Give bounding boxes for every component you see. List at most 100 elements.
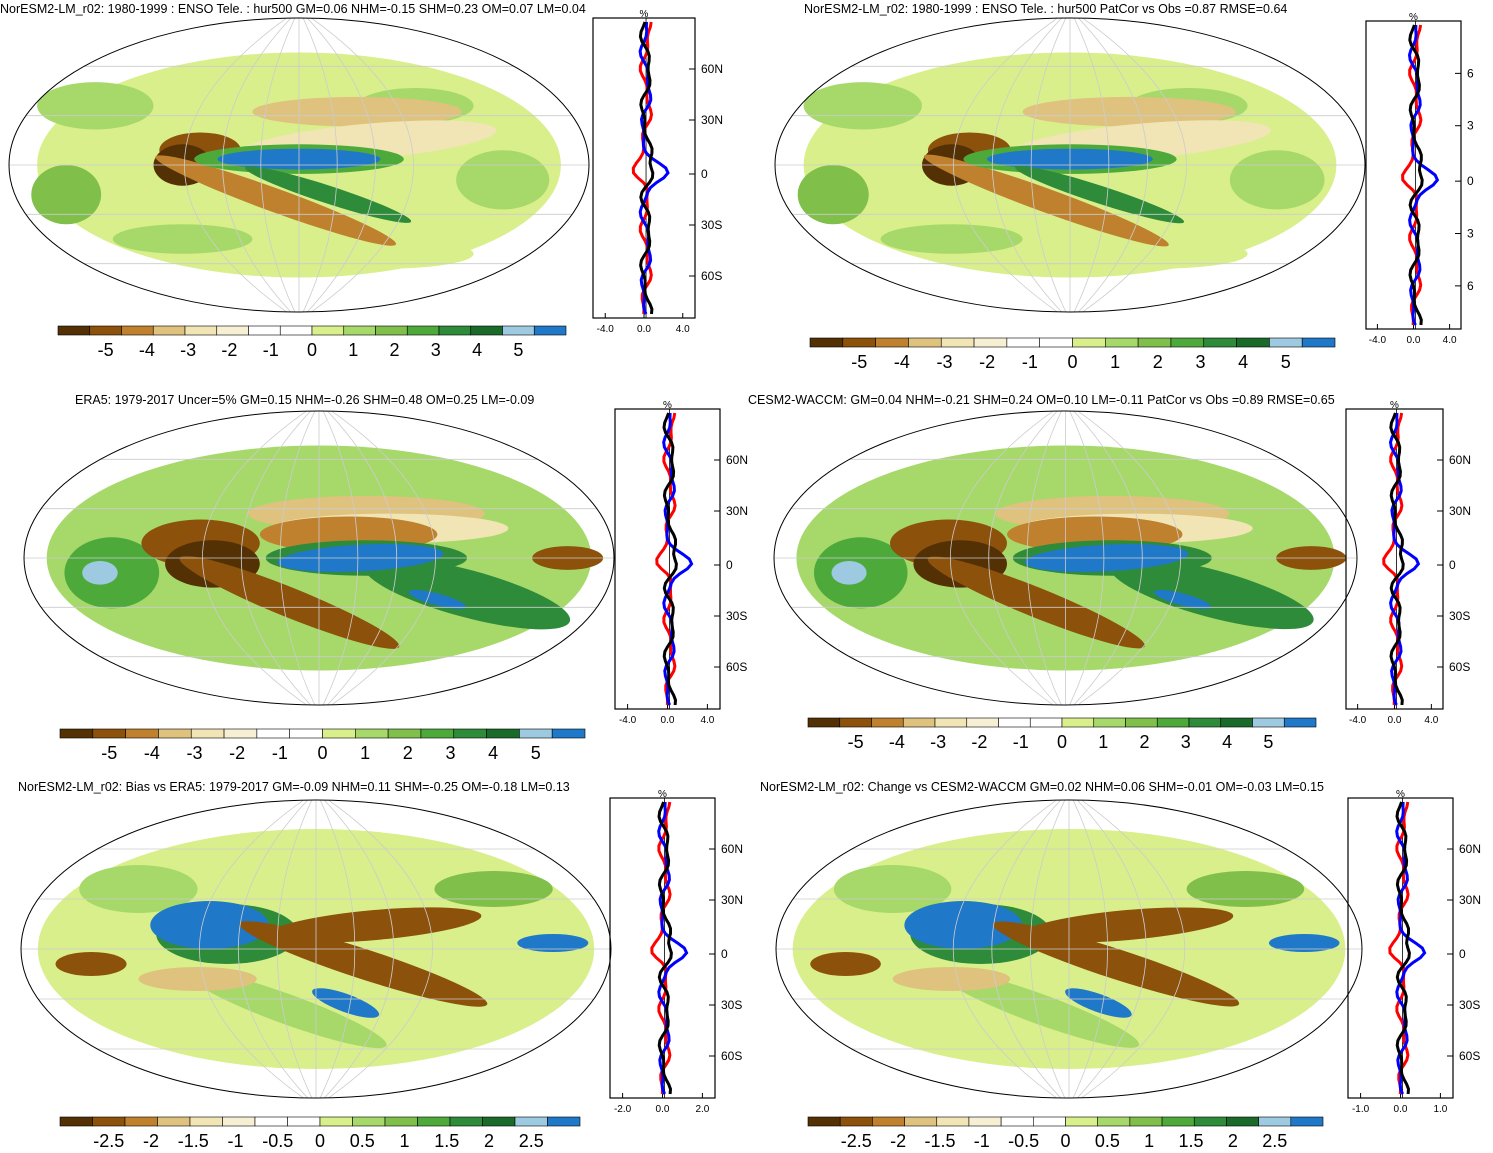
- colorbar-swatch: [124, 1116, 158, 1127]
- colorbar-swatch: [514, 1116, 548, 1127]
- colorbar-swatch: [1093, 717, 1126, 728]
- zonal-mean-profile: % 60N 30N 0 30S 60S -4.0 0.0 4.0: [614, 400, 770, 731]
- panel-title: NorESM2-LM_r02: 1980-1999 : ENSO Tele. :…: [0, 2, 586, 16]
- map-border: [775, 799, 1363, 1099]
- unit-label: %: [640, 9, 649, 20]
- colorbar-label: 2.5: [1262, 1131, 1288, 1151]
- colorbar-swatch: [902, 717, 936, 728]
- colorbar-swatch: [223, 728, 258, 739]
- colorbar-label: -2.5: [93, 1131, 125, 1151]
- colorbar-label: -5: [97, 340, 114, 360]
- field-region: [112, 224, 253, 254]
- panel-obs-era5: ERA5: 1979-2017 Uncer=5% GM=0.15 NHM=-0.…: [0, 388, 748, 768]
- colorbar-swatch: [384, 1116, 418, 1127]
- colorbar-label: -4: [138, 340, 155, 360]
- panel-model-noresm: NorESM2-LM_r02: 1980-1999 : ENSO Tele. :…: [0, 0, 723, 375]
- colorbar-swatch: [287, 1116, 321, 1127]
- colorbar-label: 2: [402, 743, 413, 763]
- colorbar-swatch: [152, 325, 186, 336]
- field-region: [1186, 871, 1305, 907]
- field-region: [1070, 239, 1248, 269]
- field-region: [79, 865, 198, 913]
- colorbar-swatch: [92, 1116, 126, 1127]
- colorbar-swatch: [973, 337, 1008, 348]
- map-border: [20, 799, 612, 1099]
- field-region: [892, 967, 1011, 991]
- colorbar-swatch: [343, 325, 376, 336]
- colorbar-swatch: [190, 728, 225, 739]
- colorbar-swatch: [59, 728, 94, 739]
- colorbar-swatch: [453, 728, 487, 739]
- mean-profile-line: [1408, 24, 1424, 326]
- x-tick-label: 0.0: [1388, 715, 1402, 726]
- colorbar-swatch: [355, 728, 389, 739]
- obs-profile-line: [1388, 412, 1421, 706]
- colorbar-label: -1.5: [177, 1131, 209, 1151]
- unit-label: %: [663, 400, 672, 411]
- lat-tick-label: 30N: [726, 504, 748, 518]
- colorbar-label: 4: [1238, 352, 1249, 372]
- colorbar-label: 0: [314, 1131, 326, 1151]
- lat-tick-label: 60N: [721, 842, 743, 856]
- field-region: [363, 557, 571, 630]
- lat-tick-label: 30S: [1459, 998, 1480, 1012]
- lat-tick-label: 60N: [726, 453, 748, 467]
- lat-tick-label: 30S: [726, 609, 747, 623]
- colorbar-swatch: [289, 728, 323, 739]
- panel-bias-vs-era5: NorESM2-LM_r02: Bias vs ERA5: 1979-2017 …: [0, 775, 743, 1151]
- colorbar-swatch: [904, 1116, 938, 1127]
- field-region: [1268, 934, 1340, 952]
- world-map: [8, 17, 590, 313]
- colorbar-swatch: [551, 728, 586, 739]
- colorbar-label: -2: [890, 1131, 907, 1151]
- colorbar-swatch: [1252, 717, 1285, 728]
- panel-title: ERA5: 1979-2017 Uncer=5% GM=0.15 NHM=-0.…: [75, 393, 535, 407]
- colorbar-label: -3: [186, 743, 203, 763]
- colorbar-swatch: [998, 717, 1031, 728]
- colorbar-labels: -5 -4 -3 -2 -1 0 1 2 3 4 5: [58, 340, 566, 362]
- x-tick-label: 0.0: [1407, 335, 1421, 346]
- lat-tick-label: 0: [1467, 174, 1474, 188]
- field-region: [1154, 589, 1211, 609]
- lat-tick-label: 0: [721, 947, 728, 961]
- colorbar-labels: -5 -4 -3 -2 -1 0 1 2 3 4 5: [60, 743, 585, 765]
- colorbar-swatch: [352, 1116, 386, 1127]
- colorbar-swatch: [417, 1116, 451, 1127]
- colorbar-swatch: [482, 1116, 516, 1127]
- mean-profile-line: [657, 801, 673, 1095]
- field-region: [239, 921, 488, 1007]
- colorbar-label: -3: [936, 352, 953, 372]
- world-map: [23, 410, 615, 706]
- x-tick-label: 4.0: [1424, 715, 1438, 726]
- colorbar-swatch: [871, 717, 904, 728]
- colorbar-swatch: [216, 325, 249, 336]
- colorbar-label: -1: [1012, 732, 1029, 752]
- colorbar-swatch: [319, 1116, 353, 1127]
- colorbar-swatch: [1301, 337, 1336, 348]
- colorbar-swatch: [1156, 717, 1190, 728]
- colorbar-label: -1: [1021, 352, 1038, 372]
- field-region: [155, 155, 397, 246]
- obs-profile-line: [662, 412, 694, 706]
- lat-tick-label: 60S: [726, 660, 747, 674]
- colorbar: -5 -4 -3 -2 -1 0 1 2 3 4 5: [809, 337, 1336, 372]
- colorbar-swatch: [1269, 337, 1303, 348]
- colorbar-label: -1.5: [924, 1131, 956, 1151]
- colorbar-swatch: [256, 728, 290, 739]
- colorbar-label: 0.5: [349, 1131, 375, 1151]
- colorbar-label: 1: [360, 743, 371, 763]
- colorbar-label: -4: [893, 352, 910, 372]
- colorbar-label: -4: [143, 743, 160, 763]
- field-region: [252, 96, 462, 127]
- lat-tick-label: 6: [1467, 66, 1474, 80]
- panel-title: CESM2-WACCM: GM=0.04 NHM=-0.21 SHM=0.24 …: [748, 393, 1335, 407]
- map-border: [23, 410, 615, 706]
- colorbar-label: 4: [1222, 732, 1233, 752]
- field-region: [434, 871, 553, 907]
- zonal-mean-profile: % 60N 30N 0 30S 60S -1.0 0.0 1.0: [1347, 789, 1493, 1120]
- colorbar-swatch: [1033, 1116, 1066, 1127]
- colorbar-label: 2: [1227, 1131, 1238, 1151]
- colorbar-swatch: [57, 325, 91, 336]
- field-region: [1022, 96, 1236, 127]
- colorbar-swatch: [470, 325, 503, 336]
